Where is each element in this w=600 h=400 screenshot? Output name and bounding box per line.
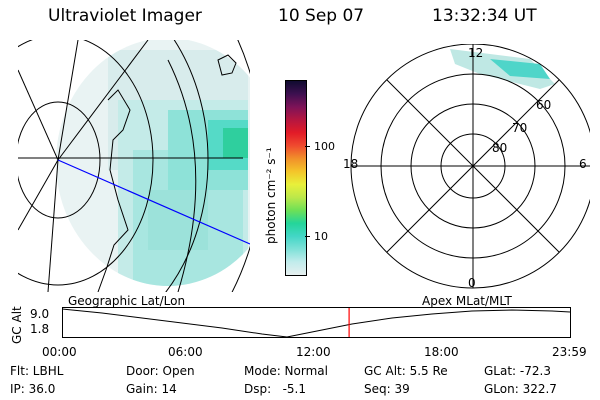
mlt-label-18: 18 [343, 157, 359, 171]
altitude-timeline [62, 307, 571, 338]
polar-plot-panel [350, 44, 590, 289]
status-ip: IP: 36.0 [10, 382, 56, 396]
timeline-y-min: 1.8 [30, 322, 50, 336]
timeline-x-0000: 00:00 [42, 345, 77, 359]
date-label: 10 Sep 07 [278, 6, 365, 26]
map-caption: Geographic Lat/Lon [68, 294, 186, 308]
status-glon: GLon: 322.7 [484, 382, 557, 396]
timeline-x-0600: 06:00 [168, 345, 203, 359]
mlt-label-0: 0 [468, 276, 476, 290]
polar-aurora [490, 59, 550, 79]
instrument-title: Ultraviolet Imager [48, 6, 202, 26]
status-flt: Flt: LBHL [10, 364, 64, 378]
colorbar-tick-100: 100 [314, 140, 335, 153]
geographic-map-panel [18, 40, 250, 292]
satellite-track [57, 159, 250, 245]
status-dsp: Dsp: -5.1 [244, 382, 307, 396]
mlt-label-6: 6 [579, 157, 587, 171]
status-seq: Seq: 39 [364, 382, 410, 396]
status-mode: Mode: Normal [244, 364, 328, 378]
timeline-axis-label: GC Alt [10, 306, 24, 344]
status-door: Door: Open [126, 364, 195, 378]
colorbar [285, 80, 307, 276]
status-glat: GLat: -72.3 [484, 364, 551, 378]
timeline-x-2359: 23:59 [552, 345, 587, 359]
polar-caption: Apex MLat/MLT [422, 294, 512, 308]
timeline-y-max: 9.0 [30, 307, 50, 321]
mlat-label-80: 80 [492, 141, 508, 155]
aurora-image [56, 40, 250, 286]
colorbar-tick-10: 10 [314, 230, 328, 243]
timeline-x-1800: 18:00 [424, 345, 459, 359]
colorbar-unit-label: photon cm⁻² s⁻¹ [264, 147, 278, 244]
status-gc-alt: GC Alt: 5.5 Re [364, 364, 448, 378]
mlat-label-70: 70 [512, 121, 528, 135]
coastline [97, 89, 131, 292]
mlt-label-12: 12 [468, 46, 484, 60]
status-gain: Gain: 14 [126, 382, 177, 396]
colorbar-gradient [286, 81, 306, 275]
time-label: 13:32:34 UT [432, 6, 537, 26]
altitude-curve [62, 308, 571, 338]
mlat-label-60: 60 [536, 98, 552, 112]
timeline-x-1200: 12:00 [296, 345, 331, 359]
